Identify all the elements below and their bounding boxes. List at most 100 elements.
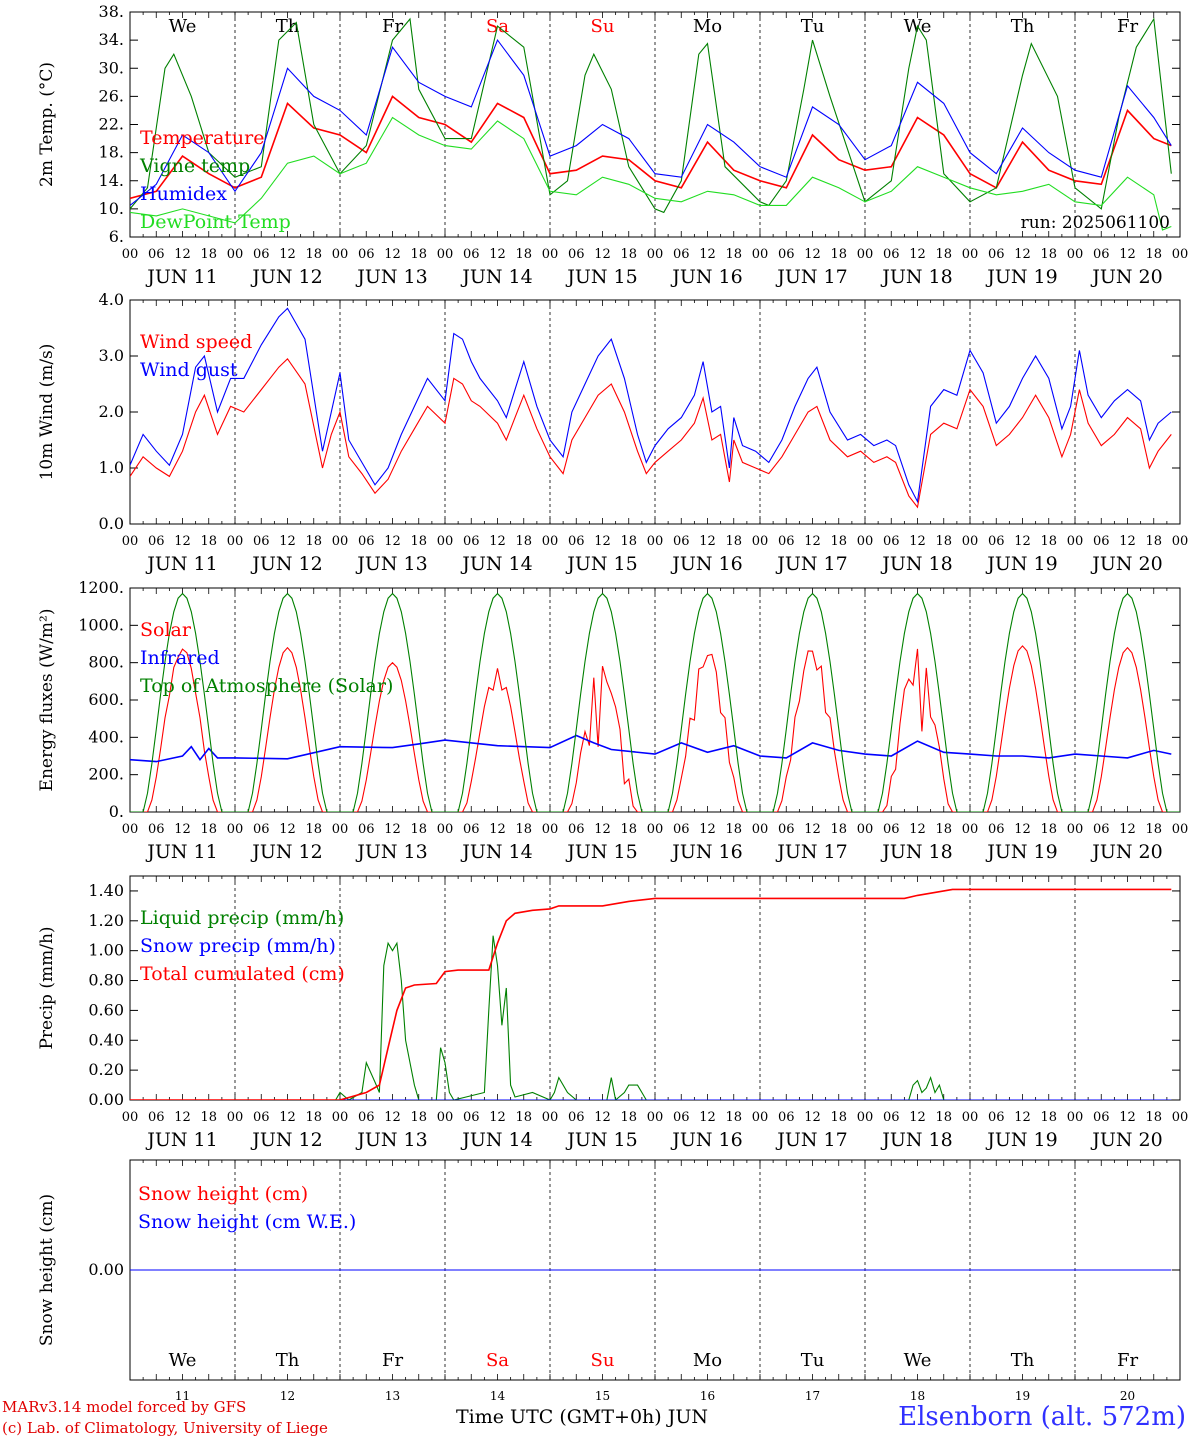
hour-tick-label: 18: [515, 247, 532, 262]
hour-tick-label: 06: [463, 1110, 480, 1125]
hour-tick-label: 00: [1172, 247, 1189, 262]
day-name-label: We: [904, 1350, 932, 1371]
series-line-liquid-precip-mm-h: [130, 935, 1172, 1100]
date-label: JUN 15: [565, 266, 637, 288]
y-tick-label: 30.: [99, 58, 124, 77]
day-number-label: 13: [385, 1389, 400, 1403]
hour-tick-label: 00: [227, 822, 244, 837]
day-number-label: 14: [490, 1389, 506, 1403]
hour-tick-label: 00: [122, 247, 139, 262]
hour-tick-label: 00: [542, 247, 559, 262]
hour-tick-label: 12: [594, 822, 611, 837]
day-number-label: 12: [280, 1389, 295, 1403]
hour-tick-label: 12: [489, 534, 506, 549]
hour-tick-label: 12: [1014, 1110, 1031, 1125]
date-label: JUN 20: [1090, 841, 1162, 863]
y-tick-label: 0.00: [88, 1260, 124, 1279]
date-label: JUN 19: [985, 841, 1057, 863]
hour-tick-label: 12: [699, 247, 716, 262]
hour-tick-label: 18: [1145, 247, 1162, 262]
hour-tick-label: 06: [463, 822, 480, 837]
hour-tick-label: 00: [962, 247, 979, 262]
hour-tick-label: 06: [883, 534, 900, 549]
date-label: JUN 18: [880, 1129, 952, 1151]
hour-tick-label: 06: [463, 247, 480, 262]
y-tick-label: 1.20: [88, 911, 124, 930]
y-tick-label: 0.20: [88, 1060, 124, 1079]
date-label: JUN 19: [985, 553, 1057, 575]
hour-tick-label: 06: [148, 822, 165, 837]
y-axis-label: Precip (mm/h): [37, 926, 57, 1049]
y-tick-label: 10.: [99, 199, 124, 218]
hour-tick-label: 00: [1172, 534, 1189, 549]
hour-tick-label: 12: [384, 247, 401, 262]
hour-tick-label: 06: [253, 247, 270, 262]
day-name-label: Fr: [382, 16, 403, 37]
plot-frame: [129, 299, 1181, 525]
hour-tick-label: 00: [437, 822, 454, 837]
hour-tick-label: 06: [358, 822, 375, 837]
hour-tick-label: 12: [804, 822, 821, 837]
hour-tick-label: 06: [148, 247, 165, 262]
hour-tick-label: 18: [935, 822, 952, 837]
y-tick-label: 1.0: [99, 458, 124, 477]
date-label: JUN 15: [565, 1129, 637, 1151]
hour-tick-label: 00: [647, 247, 664, 262]
date-label: JUN 16: [670, 266, 742, 288]
hour-tick-label: 12: [804, 247, 821, 262]
hour-tick-label: 12: [1014, 534, 1031, 549]
hour-tick-label: 18: [830, 822, 847, 837]
date-label: JUN 18: [880, 266, 952, 288]
date-label: JUN 18: [880, 841, 952, 863]
day-name-label: Th: [276, 16, 300, 37]
day-name-label: Mo: [693, 16, 722, 37]
y-tick-label: 6.: [109, 227, 124, 246]
series-line-wind-gust: [130, 307, 1172, 504]
y-axis-label: 10m Wind (m/s): [37, 344, 57, 481]
hour-tick-label: 00: [227, 1110, 244, 1125]
hour-tick-label: 12: [909, 534, 926, 549]
hour-tick-label: 00: [332, 534, 349, 549]
day-name-label: Fr: [1117, 1350, 1138, 1371]
day-name-label: Fr: [1117, 16, 1138, 37]
series-line-vigne-temp: [130, 17, 1172, 214]
day-name-label: Th: [1011, 16, 1035, 37]
hour-tick-label: 06: [568, 534, 585, 549]
x-axis-label: Time UTC (GMT+0h) JUN: [456, 1406, 708, 1428]
series-group: [130, 592, 1180, 812]
hour-tick-label: 12: [174, 1110, 191, 1125]
station-title: Elsenborn (alt. 572m): [898, 1402, 1186, 1432]
legend-entry: Snow height (cm W.E.): [138, 1211, 356, 1233]
hour-tick-label: 00: [752, 1110, 769, 1125]
hour-tick-label: 12: [1119, 534, 1136, 549]
y-axis-label: Snow height (cm): [37, 1194, 57, 1346]
hour-tick-label: 06: [673, 247, 690, 262]
hour-tick-label: 12: [594, 247, 611, 262]
hour-tick-label: 18: [935, 247, 952, 262]
hour-tick-label: 12: [699, 534, 716, 549]
date-label: JUN 12: [250, 1129, 322, 1151]
hour-tick-label: 12: [1119, 822, 1136, 837]
hour-tick-label: 00: [857, 1110, 874, 1125]
model-credit: MARv3.14 model forced by GFS: [2, 1398, 247, 1416]
day-name-label: We: [169, 16, 197, 37]
day-name-label: Su: [591, 16, 615, 37]
hour-tick-label: 18: [305, 247, 322, 262]
hour-tick-label: 12: [384, 822, 401, 837]
hour-tick-label: 06: [568, 1110, 585, 1125]
hour-tick-label: 00: [1172, 1110, 1189, 1125]
date-label: JUN 12: [250, 266, 322, 288]
hour-tick-label: 06: [988, 822, 1005, 837]
hour-tick-label: 00: [332, 1110, 349, 1125]
hour-tick-label: 12: [489, 247, 506, 262]
date-label: JUN 20: [1090, 266, 1162, 288]
hour-tick-label: 00: [1067, 247, 1084, 262]
hour-tick-label: 00: [752, 247, 769, 262]
hour-tick-label: 06: [568, 247, 585, 262]
hour-tick-label: 06: [148, 534, 165, 549]
series-line-wind-speed: [130, 357, 1172, 509]
date-label: JUN 20: [1090, 553, 1162, 575]
hour-tick-label: 18: [620, 822, 637, 837]
plot-frame: [129, 11, 1181, 238]
